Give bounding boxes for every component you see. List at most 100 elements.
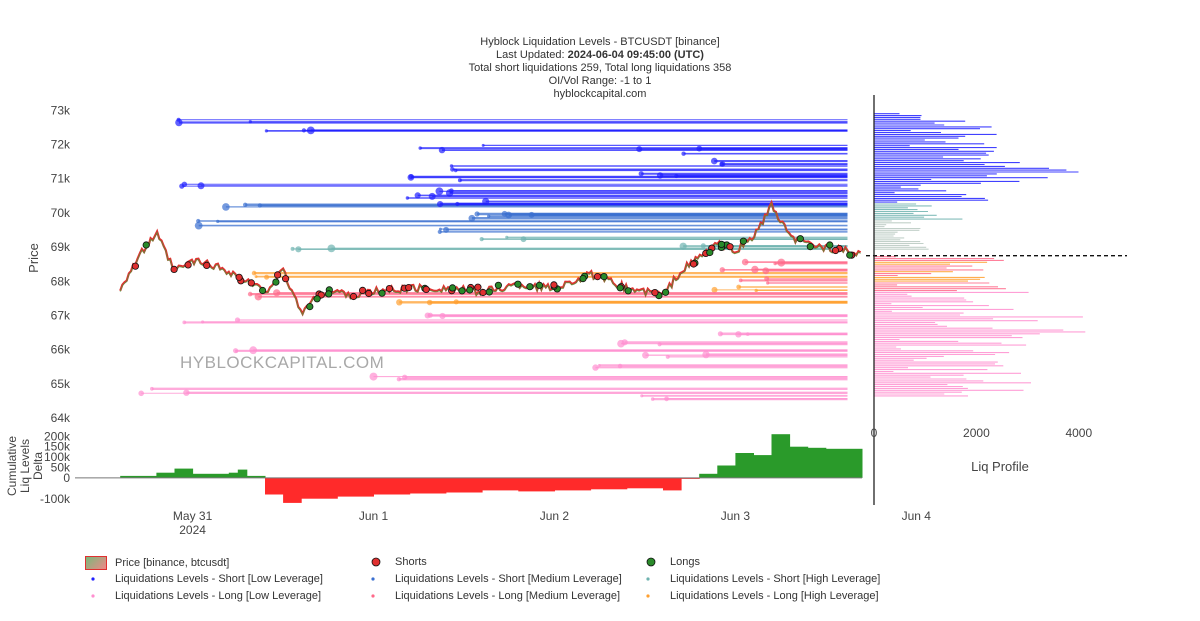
long-high-swatch-icon — [640, 590, 662, 602]
shorts-marker — [235, 273, 243, 281]
liq-level-start-long-low — [621, 339, 628, 346]
legend-item-shorts[interactable]: Shorts — [365, 556, 427, 568]
delta-tick-label: -100k — [40, 492, 71, 506]
legend-label: Longs — [670, 556, 700, 568]
shorts-marker — [184, 261, 192, 269]
liq-level-start-short-high — [479, 237, 484, 242]
longs-marker — [272, 278, 280, 286]
legend-label: Liquidations Levels - Short [Low Leverag… — [115, 573, 323, 585]
delta-bar — [825, 448, 863, 478]
long-low-swatch-icon — [85, 590, 107, 602]
liq-level-start-short-low — [428, 192, 436, 200]
longs-marker — [624, 287, 632, 295]
liq-level-start-short-medium — [243, 202, 248, 207]
shorts-marker — [422, 285, 430, 293]
delta-tick-label: 200k — [44, 429, 71, 443]
longs-marker — [826, 241, 834, 249]
liq-level-start-short-low — [248, 120, 252, 124]
legend-item-long-high[interactable]: Liquidations Levels - Long [High Leverag… — [640, 590, 879, 602]
delta-axis-title-line: Cumulative — [5, 436, 19, 496]
delta-bar — [554, 477, 592, 491]
profile-axis-title: Liq Profile — [971, 459, 1029, 474]
legend-item-longs[interactable]: Longs — [640, 556, 700, 568]
delta-bar — [663, 477, 682, 491]
legend-label: Liquidations Levels - Short [Medium Leve… — [395, 573, 622, 585]
site-text: hyblockcapital.com — [553, 88, 647, 100]
price-line-shadow — [119, 202, 861, 317]
legend-label: Liquidations Levels - Long [Low Leverage… — [115, 590, 322, 602]
liq-level-start-long-low — [369, 372, 378, 381]
price-tick-label: 68k — [51, 274, 71, 288]
liq-level-start-long-low — [234, 317, 241, 323]
liq-level-start-long-high — [453, 299, 459, 305]
liq-level-start-short-low — [455, 201, 460, 207]
liq-level-start-short-low — [449, 164, 454, 168]
price-tick-label: 69k — [51, 240, 71, 254]
longs-marker — [485, 288, 493, 296]
profile-tick-label: 0 — [871, 426, 878, 440]
delta-bar — [445, 477, 483, 493]
delta-tick-label: 0 — [63, 471, 70, 485]
legend-item-long-low[interactable]: Liquidations Levels - Long [Low Leverage… — [85, 590, 321, 602]
legend-item-short-medium[interactable]: Liquidations Levels - Short [Medium Leve… — [365, 573, 622, 585]
longs-marker — [306, 302, 314, 311]
last-updated-label: Last Updated: — [496, 49, 568, 61]
watermark: HYBLOCKCAPITAL.COM — [180, 353, 384, 372]
liq-level-start-long-low — [182, 320, 187, 325]
liq-level-start-short-low — [176, 117, 181, 122]
legend-item-price[interactable]: Price [binance, btcusdt] — [85, 556, 229, 570]
price-swatch-icon — [85, 556, 107, 570]
liq-level-start-long-low — [702, 350, 710, 359]
liq-level-start-long-high — [754, 288, 758, 293]
legend-item-short-high[interactable]: Liquidations Levels - Short [High Levera… — [640, 573, 880, 585]
legend-label: Liquidations Levels - Long [High Leverag… — [670, 590, 879, 602]
delta-bar — [735, 453, 754, 478]
date-tick-label: May 31 — [173, 509, 213, 523]
liq-level-start-short-high — [290, 246, 295, 251]
shorts-marker — [349, 292, 358, 301]
longs-marker — [514, 280, 522, 288]
short-low-swatch-icon — [85, 573, 107, 585]
axes-layer: 73k 72k 71k 70k 69k 68k 67k 66k 65k 64k 200k150k10… — [5, 95, 1092, 537]
price-tick-label: 70k — [51, 206, 71, 220]
legend-item-short-low[interactable]: Liquidations Levels - Short [Low Leverag… — [85, 573, 323, 585]
liq-level-start-short-low — [181, 181, 188, 187]
delta-bar — [590, 477, 628, 490]
price-axis-title: Price — [26, 243, 41, 273]
delta-bar — [373, 477, 411, 495]
longs-marker — [616, 284, 624, 292]
liq-profile-layer — [866, 113, 1127, 397]
price-tick-label: 64k — [51, 411, 71, 425]
liq-level-start-long-low — [717, 331, 724, 337]
longs-marker — [313, 295, 321, 303]
liq-level-start-short-high — [520, 236, 527, 243]
liq-level-start-long-high — [736, 284, 742, 290]
longs-marker — [458, 287, 466, 295]
delta-bar — [771, 434, 791, 478]
liq-level-start-long-low — [138, 390, 144, 397]
liq-level-start-long-low — [640, 394, 644, 398]
liq-level-start-short-low — [450, 167, 455, 172]
delta-bar — [409, 477, 447, 494]
liq-level-start-short-low — [418, 146, 422, 150]
liq-level-start-long-low — [150, 386, 154, 391]
legend-label: Shorts — [395, 556, 427, 568]
longs-swatch-icon — [640, 556, 662, 568]
liq-level-start-short-low — [711, 157, 718, 165]
liq-level-start-long-high — [254, 275, 258, 279]
legend-item-long-medium[interactable]: Liquidations Levels - Long [Medium Lever… — [365, 590, 620, 602]
delta-bar — [156, 472, 175, 478]
price-tick-label: 67k — [51, 309, 71, 323]
longs-marker — [579, 274, 587, 283]
legend-label: Price [binance, btcusdt] — [115, 557, 230, 569]
price-tick-label: 72k — [51, 138, 71, 152]
longs-marker — [717, 240, 726, 248]
liq-level-start-long-medium — [764, 276, 770, 282]
longs-marker — [535, 281, 544, 289]
delta-bar — [753, 455, 772, 478]
shorts-marker — [726, 243, 734, 251]
longs-marker — [325, 290, 333, 298]
date-tick-label: Jun 3 — [721, 509, 751, 523]
liq-level-start-long-medium — [247, 291, 253, 297]
